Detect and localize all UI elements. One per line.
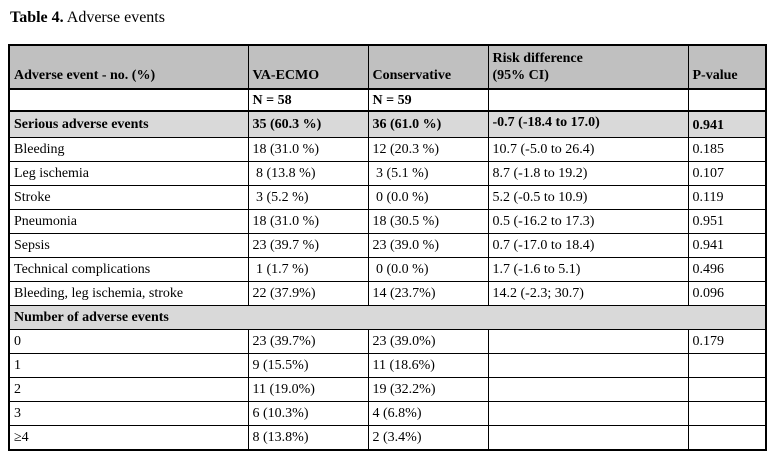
table-cell: 3 (5.1 %) xyxy=(367,161,489,186)
table-cell: ≥4 xyxy=(8,425,249,451)
table-cell: 0.7 (-17.0 to 18.4) xyxy=(487,233,689,258)
table-cell: 23 (39.7%) xyxy=(247,329,369,354)
table-cell: 0.096 xyxy=(687,281,767,306)
table-cell: 0.496 xyxy=(687,257,767,282)
table-cell xyxy=(487,401,689,426)
risk-difference-header-line2: (95% CI) xyxy=(492,68,549,83)
column-header-p-value: P-value xyxy=(687,44,767,90)
table-cell: 1.7 (-1.6 to 5.1) xyxy=(487,257,689,282)
table-cell: Leg ischemia xyxy=(8,161,249,186)
table-row: Sepsis 23 (39.7 %) 23 (39.0 %) 0.7 (-17.0 t… xyxy=(8,233,767,258)
table-cell: 8.7 (-1.8 to 19.2) xyxy=(487,161,689,186)
table-cell: 23 (39.0%) xyxy=(367,329,489,354)
table-cell: Technical complications xyxy=(8,257,249,282)
table-cell: 23 (39.7 %) xyxy=(247,233,369,258)
table-cell: 2 xyxy=(8,377,249,402)
table-cell: Pneumonia xyxy=(8,209,249,234)
subheader-n-conservative: N = 59 xyxy=(367,88,489,112)
column-header-va-ecmo: VA-ECMO xyxy=(247,44,369,90)
table-cell: 0.5 (-16.2 to 17.3) xyxy=(487,209,689,234)
table-cell: 0 (0.0 %) xyxy=(367,257,489,282)
table-cell: 11 (18.6%) xyxy=(367,353,489,378)
table-row: Pneumonia 18 (31.0 %) 18 (30.5 %) 0.5 (-16.… xyxy=(8,209,767,234)
table-row: Leg ischemia 8 (13.8 %) 3 (5.1 %) 8.7 (-1… xyxy=(8,161,767,186)
header-row: Adverse event - no. (%) VA-ECMO Conserva… xyxy=(8,44,767,90)
column-header-risk-difference: Risk difference (95% CI) xyxy=(487,44,689,90)
table-cell: 11 (19.0%) xyxy=(247,377,369,402)
table-body: Serious adverse events 35 (60.3 %) 36 (61.… xyxy=(8,110,767,451)
table-cell: 23 (39.0 %) xyxy=(367,233,489,258)
table-row: Stroke 3 (5.2 %) 0 (0.0 %) 5.2 (-0.5 to 1… xyxy=(8,185,767,210)
table-cell: 18 (31.0 %) xyxy=(247,137,369,162)
table-cell: 4 (6.8%) xyxy=(367,401,489,426)
table-cell: 3 xyxy=(8,401,249,426)
table-cell: 14.2 (-2.3; 30.7) xyxy=(487,281,689,306)
table-cell: 0.185 xyxy=(687,137,767,162)
column-header-adverse-event: Adverse event - no. (%) xyxy=(8,44,249,90)
subheader-row: N = 58 N = 59 xyxy=(8,88,767,112)
table-cell: 12 (20.3 %) xyxy=(367,137,489,162)
table-cell xyxy=(487,425,689,451)
table-cell: Stroke xyxy=(8,185,249,210)
table-cell: Serious adverse events xyxy=(8,110,249,138)
table-cell: Bleeding xyxy=(8,137,249,162)
column-header-conservative: Conservative xyxy=(367,44,489,90)
table-cell: 8 (13.8%) xyxy=(247,425,369,451)
adverse-events-table: Adverse event - no. (%) VA-ECMO Conserva… xyxy=(8,44,767,451)
table-row: Technical complications 1 (1.7 %) 0 (0.0… xyxy=(8,257,767,282)
table-cell: 0 (0.0 %) xyxy=(367,185,489,210)
table-cell: 0.941 xyxy=(687,233,767,258)
table-caption-title: Adverse events xyxy=(63,9,165,26)
table-cell: 22 (37.9%) xyxy=(247,281,369,306)
table-cell: 0 xyxy=(8,329,249,354)
section-header-cell: Number of adverse events xyxy=(8,305,767,330)
table-cell: 0.119 xyxy=(687,185,767,210)
table-cell: 2 (3.4%) xyxy=(367,425,489,451)
table-cell: 0.951 xyxy=(687,209,767,234)
table-cell: -0.7 (-18.4 to 17.0) xyxy=(487,110,689,138)
table-cell xyxy=(687,353,767,378)
table-caption-number: Table 4. xyxy=(10,9,64,26)
table-row: Serious adverse events 35 (60.3 %) 36 (61.… xyxy=(8,110,767,138)
table-cell xyxy=(487,329,689,354)
table-cell: 19 (32.2%) xyxy=(367,377,489,402)
table-cell xyxy=(487,353,689,378)
table-cell: 8 (13.8 %) xyxy=(247,161,369,186)
table-cell: 0.107 xyxy=(687,161,767,186)
table-cell: 10.7 (-5.0 to 26.4) xyxy=(487,137,689,162)
table-caption: Table 4. Adverse events xyxy=(10,8,765,28)
table-cell: 3 (5.2 %) xyxy=(247,185,369,210)
table-row: Bleeding 18 (31.0 %) 12 (20.3 %) 10.7 (-5.0… xyxy=(8,137,767,162)
table-cell xyxy=(687,425,767,451)
table-cell xyxy=(687,88,767,112)
table-cell: 1 xyxy=(8,353,249,378)
table-cell: 35 (60.3 %) xyxy=(247,110,369,138)
table-cell: 5.2 (-0.5 to 10.9) xyxy=(487,185,689,210)
table-row: ≥4 8 (13.8%) 2 (3.4%) xyxy=(8,425,767,451)
table-cell: 18 (30.5 %) xyxy=(367,209,489,234)
section-row: Number of adverse events xyxy=(8,305,767,330)
risk-difference-header-line1: Risk difference xyxy=(492,51,583,66)
table-row: Bleeding, leg ischemia, stroke 22 (37.9%)… xyxy=(8,281,767,306)
table-cell: 9 (15.5%) xyxy=(247,353,369,378)
table-cell: 6 (10.3%) xyxy=(247,401,369,426)
table-cell: 1 (1.7 %) xyxy=(247,257,369,282)
table-row: 0 23 (39.7%) 23 (39.0%) 0.179 xyxy=(8,329,767,354)
table-cell xyxy=(487,377,689,402)
table-cell xyxy=(8,88,249,112)
table-cell xyxy=(487,88,689,112)
table-cell: 14 (23.7%) xyxy=(367,281,489,306)
table-cell: 36 (61.0 %) xyxy=(367,110,489,138)
table-cell: Bleeding, leg ischemia, stroke xyxy=(8,281,249,306)
table-cell: Sepsis xyxy=(8,233,249,258)
table-cell: 0.941 xyxy=(687,110,767,138)
table-row: 2 11 (19.0%) 19 (32.2%) xyxy=(8,377,767,402)
table-cell xyxy=(687,377,767,402)
subheader-n-va-ecmo: N = 58 xyxy=(247,88,369,112)
table-cell xyxy=(687,401,767,426)
table-cell: 0.179 xyxy=(687,329,767,354)
table-cell: 18 (31.0 %) xyxy=(247,209,369,234)
